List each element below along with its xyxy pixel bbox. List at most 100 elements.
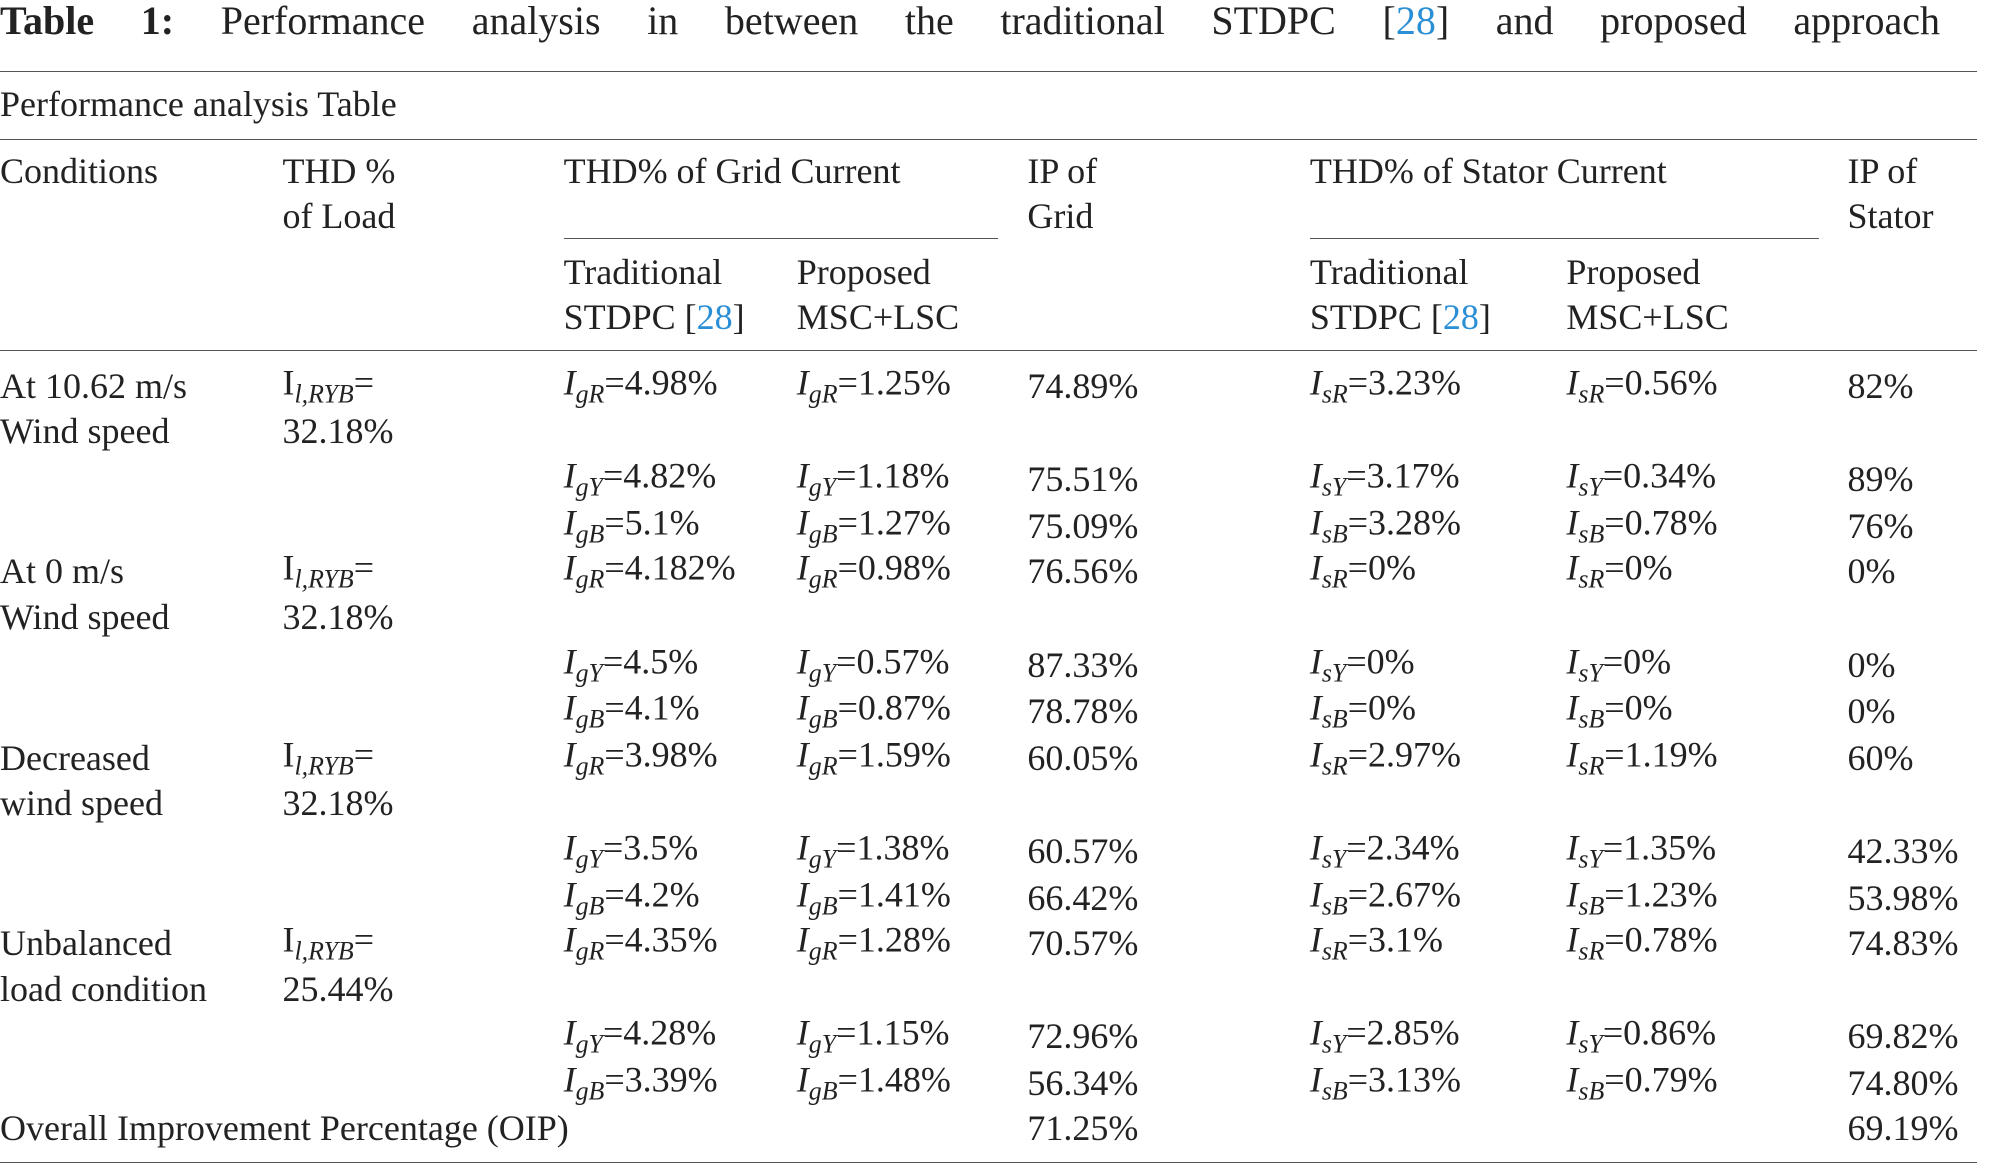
header-cell: THD % [282,151,396,192]
value: =4.1% [604,687,700,728]
data-cell: IsR=0.78% [1566,922,1717,965]
ip-value: 89% [1847,459,1914,500]
subscript: gR [575,936,605,966]
data-cell: IsY=0% [1310,643,1415,686]
data-cell: IsB=0.78% [1566,505,1717,548]
value: =1.38% [836,827,950,868]
value: =3.28% [1347,502,1462,543]
variable: I [1309,734,1322,775]
variable: I [796,502,809,543]
value: =1.15% [836,1013,950,1054]
value: =4.98% [604,362,718,403]
variable: I [1566,1059,1579,1100]
variable: I [796,362,809,403]
condition: At 0 m/s [0,551,125,592]
value: =4.182% [604,548,736,589]
variable: I [1566,641,1579,682]
data-cell: IgB=4.1% [564,690,700,733]
subscript: gR [808,379,838,409]
citation[interactable]: 28 [696,297,733,338]
value: =2.97% [1347,734,1462,775]
variable: I [282,734,295,775]
ip-value: 69.82% [1847,1016,1959,1057]
value: =3.23% [1347,362,1462,403]
condition: Decreased [0,737,150,778]
header-cell: STDPC [28] [564,299,745,335]
load-value: 32.18% [282,596,394,637]
subscript: l,RYB [294,379,354,409]
value: =0.79% [1604,1059,1718,1100]
subscript: gR [808,564,838,594]
header-cell: STDPC [28] [1310,299,1491,335]
citation[interactable]: 28 [1442,297,1479,338]
variable: I [563,456,576,497]
rule [563,238,998,240]
ip-value: 72.96% [1027,1016,1139,1057]
variable: I [1309,919,1322,960]
load-cell: Il,RYB= [282,737,374,780]
ip-value: 78.78% [1027,691,1139,732]
variable: I [563,641,576,682]
ip-value: 71.25% [1027,1108,1139,1149]
subscript: sB [1578,704,1605,734]
value: =3.17% [1346,456,1460,497]
load-cell: Il,RYB= [282,365,374,408]
ip-value: 60.05% [1027,737,1139,778]
variable: I [796,1013,809,1054]
subscript: sY [1321,658,1347,688]
condition: load condition [0,968,207,1009]
value: =1.27% [837,502,951,543]
data-cell: IgY=0.57% [797,643,950,686]
header-cell: MSC+LSC [796,297,960,338]
ip-value: 69.19% [1847,1108,1959,1149]
data-cell: IsR=3.1% [1310,922,1443,965]
variable: I [563,874,576,915]
subscript: sY [1321,844,1347,874]
header-cell: Proposed [1566,252,1701,293]
header-cell: THD% of Stator Current [1309,151,1667,192]
condition: wind speed [0,783,163,824]
subscript: sB [1321,1076,1348,1106]
subscript: gY [575,472,603,502]
value: =0% [1347,548,1417,589]
value: =2.34% [1346,827,1460,868]
value: =0.57% [836,641,950,682]
ip-value: 76% [1847,506,1914,546]
variable: I [1566,456,1579,497]
title-ref[interactable]: 28 [1395,0,1436,43]
data-cell: IsB=3.13% [1310,1062,1461,1105]
data-cell: IgR=1.59% [797,737,951,780]
subscript: gR [808,751,838,781]
value: =5.1% [604,502,700,543]
variable: I [1566,874,1579,915]
subscript: sR [1578,564,1605,594]
value: =0% [1346,641,1415,682]
condition: Unbalanced [0,923,172,964]
ip-value: 53.98% [1847,877,1959,918]
variable: I [1309,456,1322,497]
data-cell: IsY=3.17% [1310,458,1460,501]
data-cell: IgB=3.39% [564,1062,718,1105]
subscript: sB [1578,891,1605,921]
data-cell: IgB=1.27% [797,505,951,548]
table-title: Table 1: Performance analysis in between… [0,0,1940,42]
header-cell: MSC+LSC [1566,297,1729,338]
variable: I [1566,687,1579,728]
header-cell: Stator [1847,196,1934,237]
ip-value: 0% [1847,691,1896,732]
ip-value: 76.56% [1027,551,1139,592]
subscript: sB [1321,891,1348,921]
data-cell: IgY=4.5% [564,643,699,686]
subscript: gY [808,1029,837,1059]
header-cell: of Load [282,196,396,237]
value: =4.5% [602,641,699,682]
value: =0.78% [1604,502,1718,543]
subscript: gB [808,1076,838,1106]
ip-value: 74.83% [1847,923,1959,964]
data-cell: IsR=2.97% [1310,737,1461,780]
variable: I [796,1059,809,1100]
overall-label: Overall Improvement Percentage (OIP) [0,1108,569,1149]
variable: I [796,734,809,775]
load-value: 32.18% [282,411,394,452]
data-cell: IgY=4.82% [564,458,717,501]
